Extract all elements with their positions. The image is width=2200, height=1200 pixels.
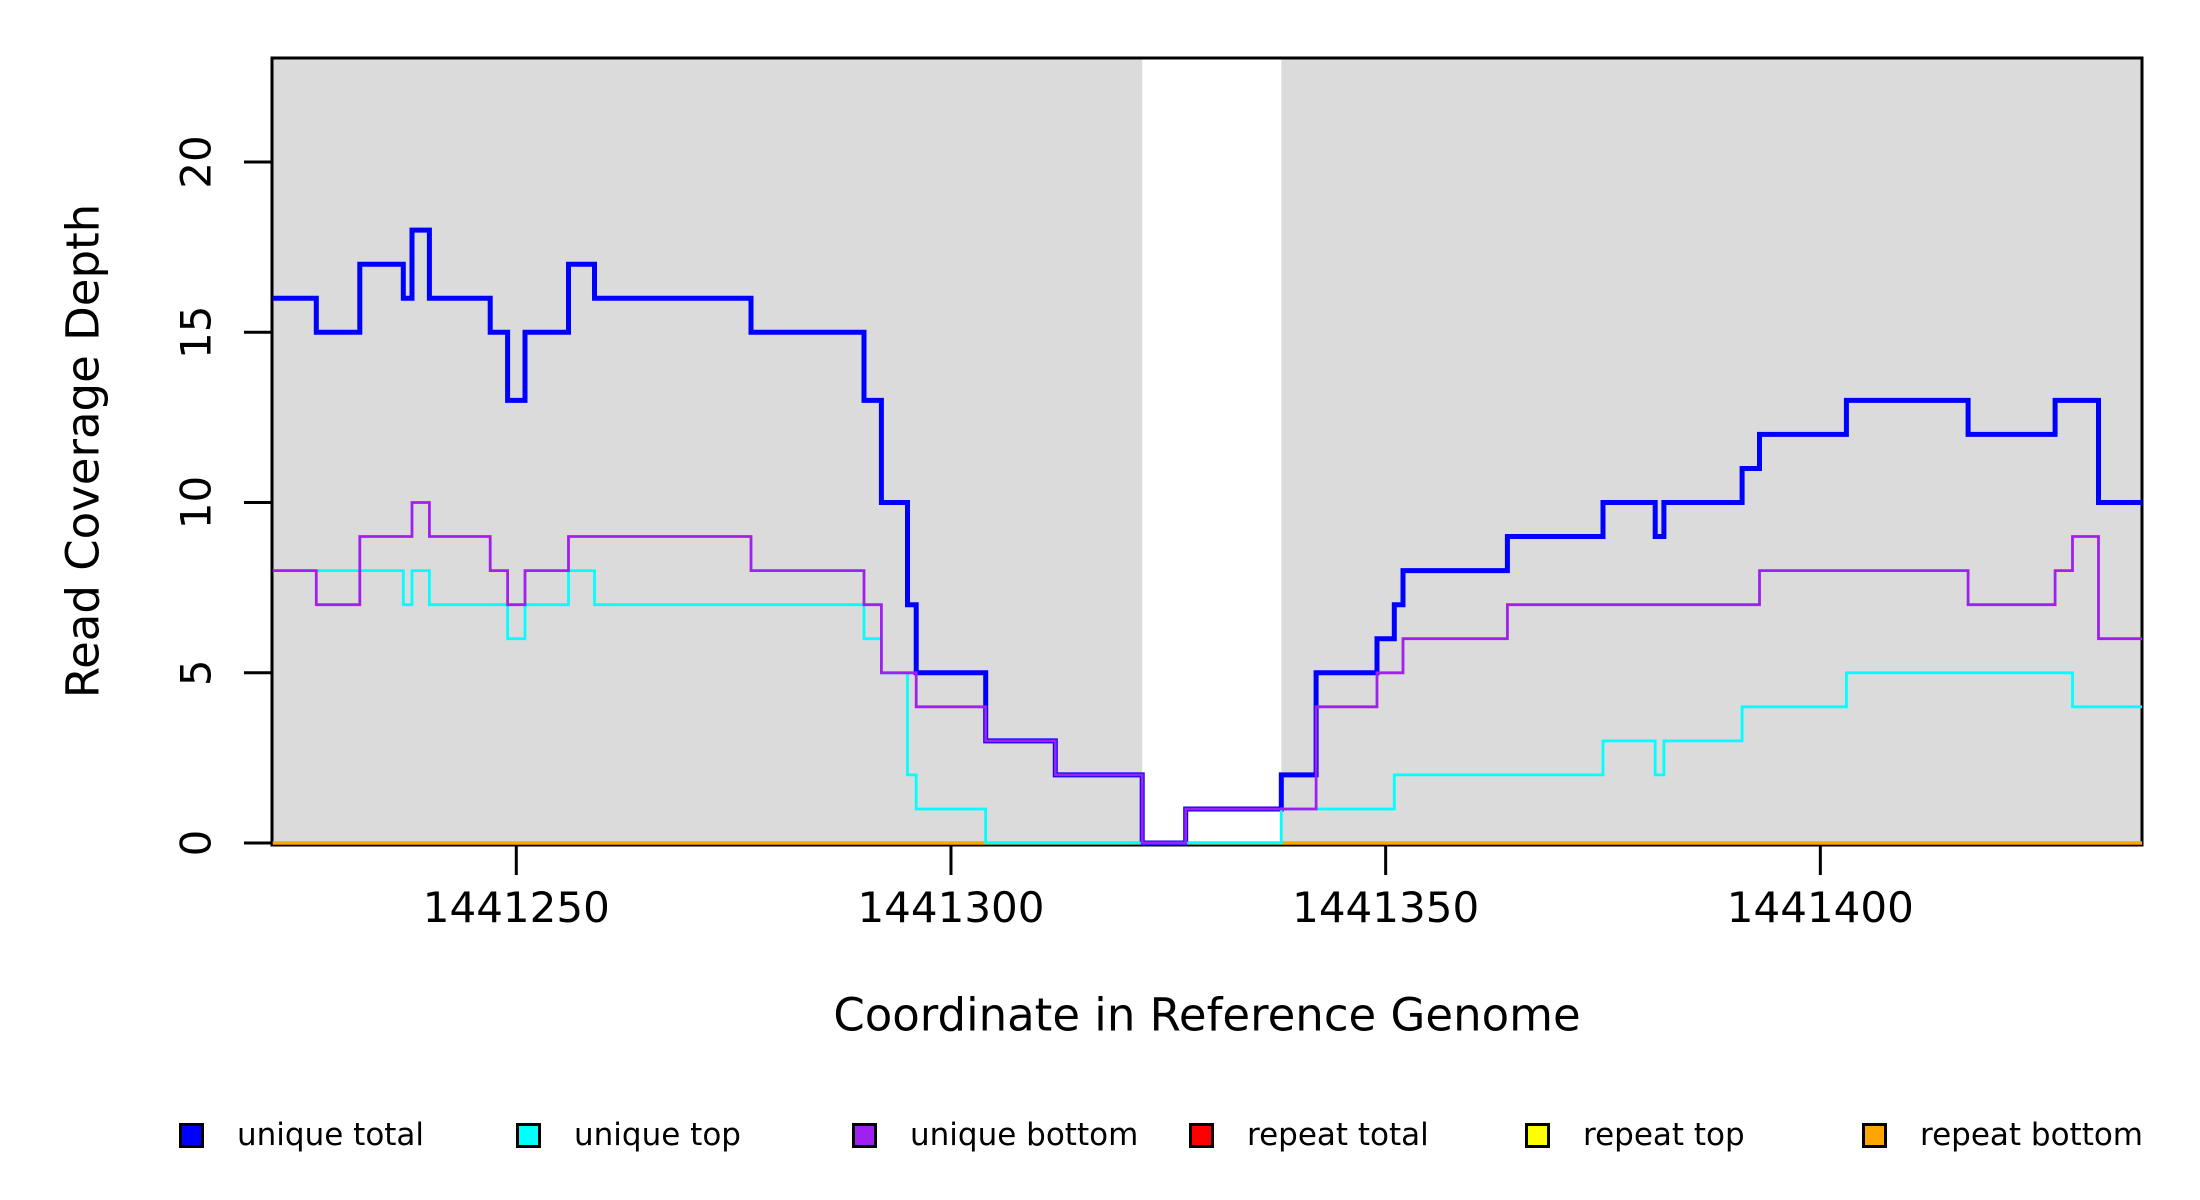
y-tick-label: 10 <box>171 476 220 529</box>
x-tick-label: 1441300 <box>857 883 1044 932</box>
y-axis-title: Read Coverage Depth <box>56 203 110 699</box>
legend-label: repeat bottom <box>1920 1117 2144 1153</box>
repeat-top-swatch-icon <box>1525 1122 1550 1148</box>
legend-item-repeat-top: repeat top <box>1525 1117 1745 1153</box>
legend-label: unique total <box>237 1117 425 1153</box>
x-tick-label: 1441400 <box>1727 883 1914 932</box>
repeat-bottom-swatch-icon <box>1862 1122 1887 1148</box>
unique-total-swatch-icon <box>179 1122 204 1148</box>
legend-label: repeat top <box>1583 1117 1745 1153</box>
shaded-region <box>1281 58 2142 845</box>
x-tick-label: 1441350 <box>1292 883 1479 932</box>
y-tick-label: 20 <box>171 135 220 188</box>
y-tick-label: 5 <box>171 659 220 686</box>
x-tick-label: 1441250 <box>423 883 610 932</box>
legend-item-unique-bottom: unique bottom <box>852 1117 1139 1153</box>
unique-bottom-swatch-icon <box>852 1122 877 1148</box>
legend-label: repeat total <box>1247 1117 1429 1153</box>
x-axis-title: Coordinate in Reference Genome <box>833 988 1581 1042</box>
series-line-unique-bottom <box>272 501 2142 845</box>
legend-label: unique bottom <box>910 1117 1139 1153</box>
plot-border <box>270 56 2144 847</box>
y-tick-label: 0 <box>171 830 220 857</box>
legend-item-repeat-bottom: repeat bottom <box>1862 1117 2144 1153</box>
unique-top-swatch-icon <box>516 1122 541 1148</box>
repeat-total-swatch-icon <box>1189 1122 1214 1148</box>
series-line-unique-top <box>272 569 2142 845</box>
legend-item-unique-top: unique top <box>516 1117 741 1153</box>
legend-item-repeat-total: repeat total <box>1189 1117 1429 1153</box>
y-tick-label: 15 <box>171 306 220 359</box>
legend-item-unique-total: unique total <box>179 1117 425 1153</box>
shaded-region <box>272 58 1143 845</box>
legend-label: unique top <box>574 1117 741 1153</box>
